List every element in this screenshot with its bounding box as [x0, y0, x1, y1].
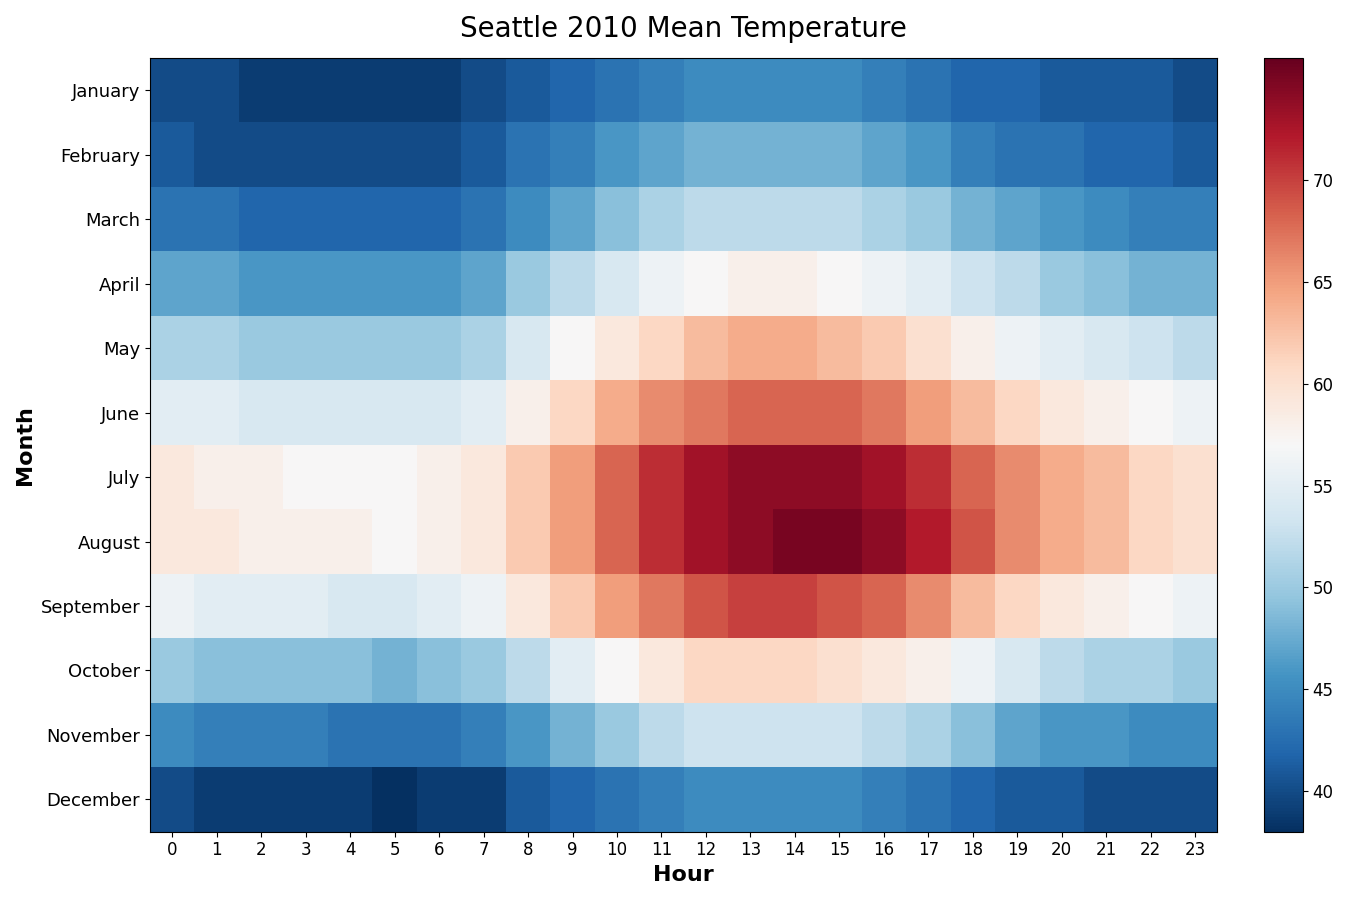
Y-axis label: Month: Month	[15, 405, 35, 485]
Title: Seattle 2010 Mean Temperature: Seattle 2010 Mean Temperature	[460, 15, 907, 43]
X-axis label: Hour: Hour	[653, 865, 714, 885]
